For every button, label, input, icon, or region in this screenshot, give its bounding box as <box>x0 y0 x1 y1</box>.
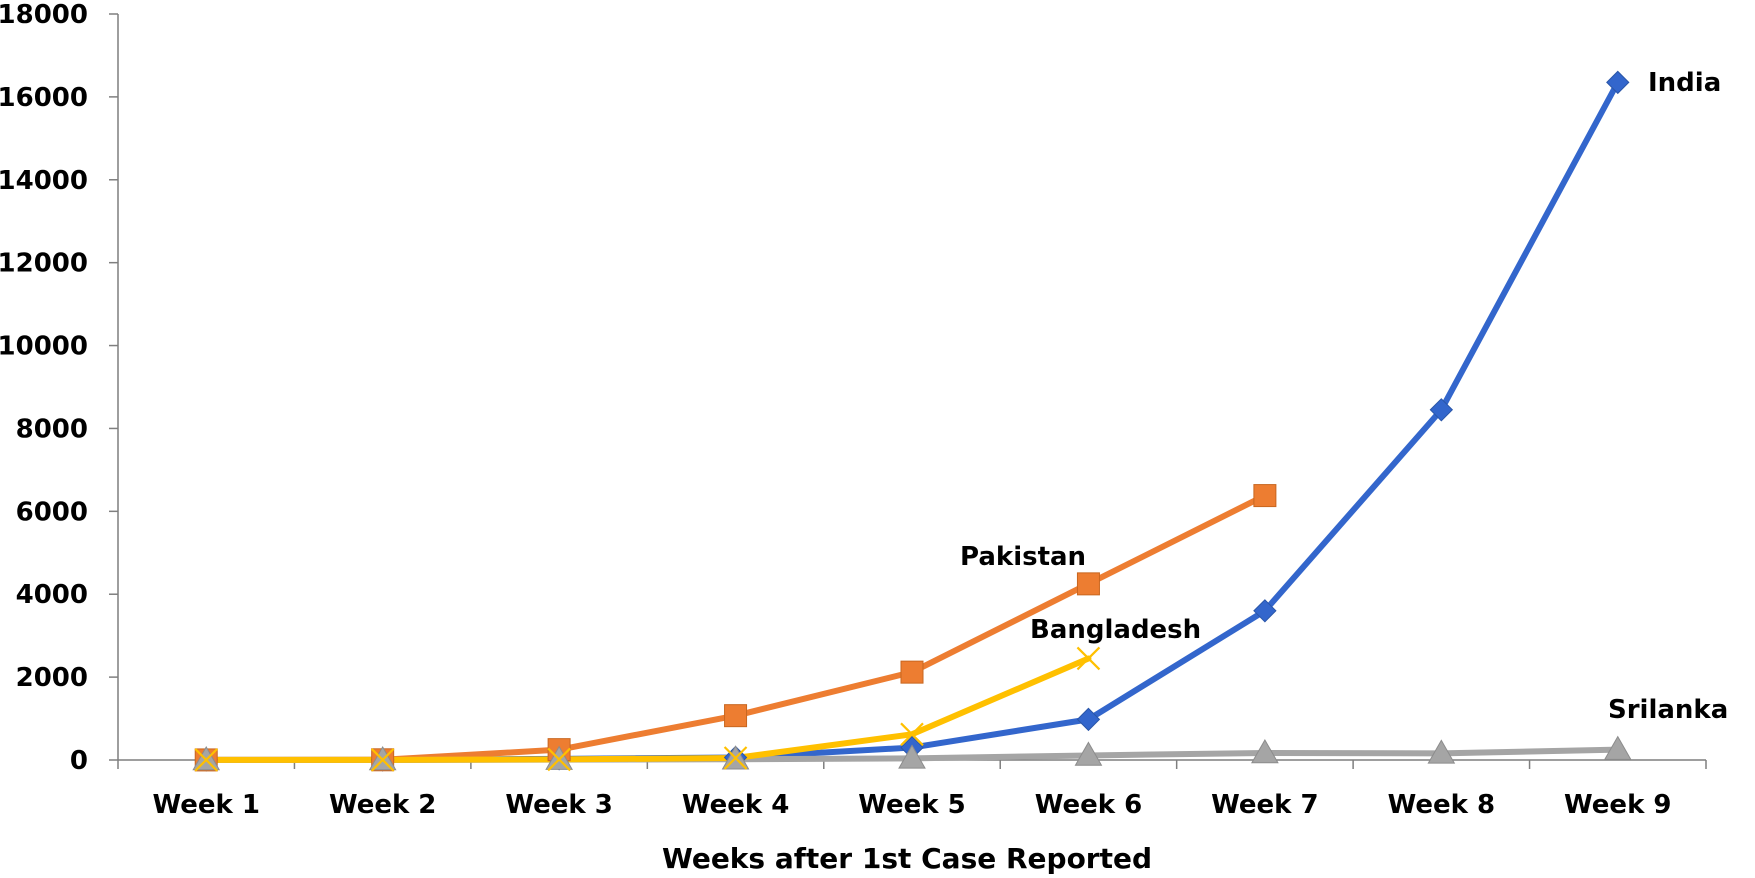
y-tick-label: 12000 <box>0 249 88 279</box>
bangladesh-marker <box>1076 646 1101 671</box>
x-axis: Week 1 Week 2 Week 3 Week 4 Week 5 Week 6 Week… <box>117 759 1707 820</box>
y-tick-label: 10000 <box>0 332 88 362</box>
pakistan-marker <box>1076 572 1100 596</box>
series-label-bangladesh: Bangladesh <box>1030 615 1201 645</box>
bangladesh-marker <box>547 747 571 772</box>
y-tick-label: 14000 <box>0 166 88 196</box>
srilanka-marker <box>898 744 926 769</box>
y-tick-label: 6000 <box>16 497 88 527</box>
srilanka-marker <box>1074 741 1103 766</box>
y-tick-label: 8000 <box>16 414 88 444</box>
x-tick-label: Week 7 <box>1211 790 1318 820</box>
series-markers <box>192 70 1632 772</box>
series-labels: India Pakistan Bangladesh Srilanka <box>960 68 1728 725</box>
series-label-india: India <box>1648 68 1721 98</box>
x-tick-label: Week 1 <box>152 790 259 820</box>
x-tick-label: Week 4 <box>682 790 789 820</box>
pakistan-marker <box>724 704 748 728</box>
srilanka-marker <box>1603 735 1632 760</box>
india-marker <box>1606 70 1630 95</box>
india-marker <box>1253 599 1277 623</box>
y-axis: 0 2000 4000 6000 8000 10000 12000 14000 16000 180… <box>0 0 119 776</box>
india-marker <box>1076 707 1101 732</box>
y-tick-label: 18000 <box>0 0 88 30</box>
series-lines <box>203 79 1621 763</box>
x-tick-label: Week 3 <box>505 790 612 820</box>
bangladesh-marker <box>194 748 218 772</box>
y-tick-label: 2000 <box>16 663 88 693</box>
srilanka-marker <box>1427 739 1456 764</box>
pakistan-marker <box>1253 484 1277 508</box>
india-line <box>203 79 1621 763</box>
bangladesh-marker <box>370 748 395 772</box>
bangladesh-marker <box>723 746 748 770</box>
series-label-pakistan: Pakistan <box>960 542 1086 572</box>
x-tick-label: Week 6 <box>1035 790 1142 820</box>
srilanka-marker <box>1251 738 1279 764</box>
series-label-srilanka: Srilanka <box>1608 695 1728 725</box>
x-tick-label: Week 9 <box>1564 790 1671 820</box>
y-tick-label: 16000 <box>0 83 88 113</box>
x-tick-label: Week 5 <box>858 790 965 820</box>
y-tick-label: 0 <box>70 746 88 776</box>
x-axis-title: Weeks after 1st Case Reported <box>662 842 1152 875</box>
bangladesh-line <box>203 655 1092 763</box>
x-tick-label: Week 2 <box>329 790 436 820</box>
india-marker <box>1429 398 1454 422</box>
y-tick-label: 4000 <box>16 580 88 610</box>
x-tick-label: Week 8 <box>1388 790 1495 820</box>
bangladesh-marker <box>900 722 924 747</box>
pakistan-marker <box>900 660 924 684</box>
